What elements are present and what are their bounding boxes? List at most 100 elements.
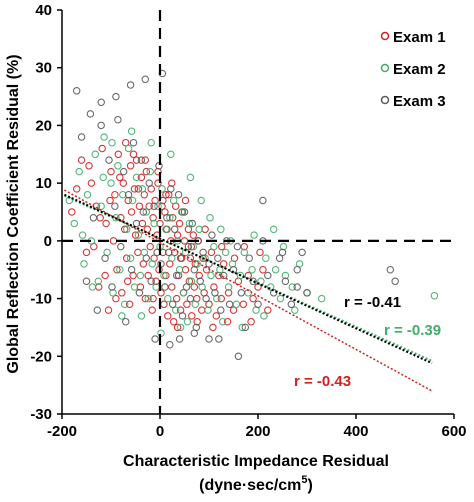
data-point-exam2 bbox=[177, 208, 186, 216]
data-point-exam1 bbox=[107, 167, 115, 176]
data-point-exam1 bbox=[144, 271, 152, 280]
data-point-exam1 bbox=[141, 294, 150, 303]
data-point-exam2 bbox=[80, 260, 88, 268]
legend-entry-exam1: Exam 1 bbox=[380, 29, 446, 46]
data-point-exam1 bbox=[180, 237, 189, 245]
data-point-exam3 bbox=[293, 283, 301, 291]
data-point-exam3 bbox=[139, 208, 148, 216]
data-point-exam1 bbox=[249, 294, 257, 303]
regression-lines-layer bbox=[64, 189, 433, 392]
data-point-exam1 bbox=[96, 214, 104, 222]
data-point-exam2 bbox=[75, 167, 83, 176]
data-point-exam2 bbox=[126, 254, 135, 262]
x-tick-label: 200 bbox=[245, 423, 270, 440]
data-point-exam1 bbox=[134, 185, 143, 193]
data-point-exam1 bbox=[126, 162, 135, 170]
data-point-exam3 bbox=[105, 156, 113, 164]
x-tick-label: 0 bbox=[156, 423, 164, 440]
data-point-exam2 bbox=[288, 283, 297, 291]
data-point-exam2 bbox=[169, 196, 178, 205]
data-point-exam1 bbox=[143, 225, 152, 234]
data-point-exam1 bbox=[87, 179, 96, 187]
y-tick-label: -30 bbox=[30, 406, 52, 423]
r-label-exam2: r = -0.39 bbox=[384, 322, 441, 339]
data-point-exam2 bbox=[193, 260, 201, 268]
data-point-exam1 bbox=[130, 185, 139, 193]
data-point-exam3 bbox=[132, 219, 141, 228]
data-point-exam3 bbox=[114, 115, 122, 124]
data-point-exam2 bbox=[266, 283, 275, 291]
data-point-exam1 bbox=[85, 162, 93, 170]
data-point-exam2 bbox=[78, 231, 87, 239]
data-point-exam2 bbox=[171, 306, 180, 314]
data-point-exam1 bbox=[120, 225, 129, 234]
data-point-exam2 bbox=[107, 179, 115, 187]
data-point-exam3 bbox=[241, 323, 250, 332]
data-point-exam1 bbox=[259, 265, 267, 274]
data-point-exam3 bbox=[245, 254, 253, 262]
data-point-exam3 bbox=[205, 335, 213, 343]
data-point-exam2 bbox=[291, 306, 299, 314]
data-point-exam1 bbox=[148, 306, 156, 314]
data-point-exam1 bbox=[209, 323, 217, 332]
data-point-exam3 bbox=[163, 214, 171, 222]
data-point-exam2 bbox=[116, 265, 124, 274]
data-point-exam2 bbox=[128, 196, 137, 205]
y-tick-label: -20 bbox=[30, 348, 52, 365]
legend-marker-exam1 bbox=[380, 31, 390, 41]
data-point-exam3 bbox=[217, 306, 225, 314]
data-point-exam1 bbox=[98, 144, 106, 153]
data-point-exam3 bbox=[172, 271, 181, 280]
data-point-exam3 bbox=[129, 138, 138, 147]
data-point-exam3 bbox=[147, 277, 155, 286]
data-point-exam2 bbox=[189, 242, 198, 251]
data-point-exam2 bbox=[138, 185, 147, 193]
data-point-exam2 bbox=[216, 265, 224, 274]
data-point-exam3 bbox=[150, 202, 158, 210]
data-point-exam1 bbox=[135, 202, 144, 210]
data-point-exam2 bbox=[281, 271, 290, 280]
data-point-exam3 bbox=[233, 242, 242, 251]
data-point-exam2 bbox=[142, 208, 151, 216]
x-axis-unit-suffix: ) bbox=[308, 477, 313, 494]
data-point-exam3 bbox=[97, 98, 105, 107]
data-point-exam1 bbox=[229, 306, 238, 314]
data-point-exam2 bbox=[119, 190, 127, 199]
data-point-exam3 bbox=[178, 312, 187, 320]
data-point-exam1 bbox=[186, 254, 195, 262]
data-point-exam3 bbox=[124, 190, 133, 199]
data-point-exam2 bbox=[232, 300, 241, 309]
data-point-exam1 bbox=[119, 179, 128, 187]
data-point-exam1 bbox=[125, 300, 134, 309]
data-point-exam3 bbox=[170, 225, 179, 234]
y-axis-title: Global Reflection Coefficient Residual (… bbox=[5, 54, 22, 373]
data-point-exam3 bbox=[168, 300, 177, 309]
data-point-exam2 bbox=[83, 190, 92, 199]
data-point-exam2 bbox=[276, 294, 285, 303]
data-point-exam3 bbox=[86, 110, 95, 118]
data-point-exam1 bbox=[219, 260, 228, 268]
data-point-exam3 bbox=[126, 81, 135, 89]
data-point-exam2 bbox=[100, 133, 108, 141]
y-tick-label: -10 bbox=[30, 291, 52, 308]
data-point-exam3 bbox=[119, 167, 128, 176]
data-point-exam2 bbox=[185, 219, 194, 228]
data-point-exam2 bbox=[167, 150, 175, 159]
data-point-exam1 bbox=[175, 219, 184, 228]
data-point-exam2 bbox=[91, 150, 100, 159]
data-point-exam1 bbox=[116, 173, 124, 182]
data-point-exam1 bbox=[72, 185, 81, 193]
data-point-exam3 bbox=[259, 196, 267, 205]
data-point-exam3 bbox=[199, 248, 207, 257]
legend-marker-exam3 bbox=[380, 95, 390, 105]
r-label-exam3: r = -0.41 bbox=[344, 294, 401, 311]
data-point-exam1 bbox=[185, 277, 194, 286]
data-point-exam2 bbox=[94, 277, 103, 286]
data-point-exam1 bbox=[113, 265, 121, 274]
data-point-exam1 bbox=[183, 300, 191, 309]
data-point-exam2 bbox=[217, 225, 225, 234]
data-point-exam2 bbox=[197, 196, 205, 205]
data-point-exam2 bbox=[136, 271, 145, 280]
data-point-exam1 bbox=[114, 150, 123, 159]
